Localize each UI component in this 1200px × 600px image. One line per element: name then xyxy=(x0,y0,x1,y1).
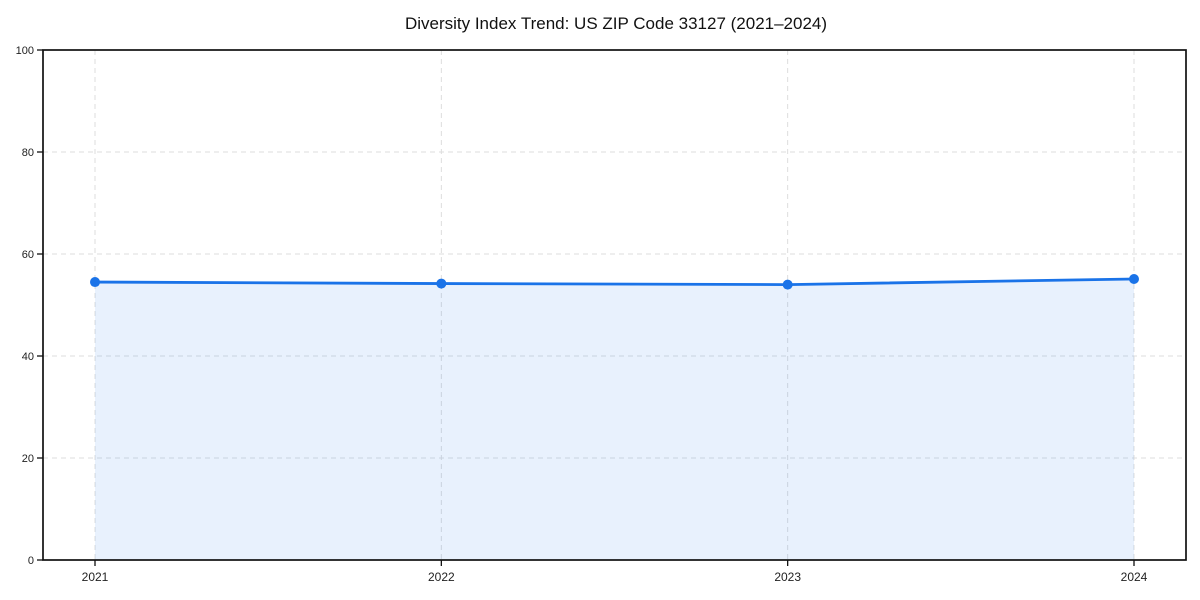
plot-border xyxy=(42,49,1187,561)
chart-title: Diversity Index Trend: US ZIP Code 33127… xyxy=(405,14,827,33)
data-point-2023 xyxy=(782,279,793,290)
x-tick-label-2022: 2022 xyxy=(428,570,455,584)
axis-ticks xyxy=(37,49,1135,566)
tick-labels: 0 20 40 60 80 100 2021 2022 2023 2024 xyxy=(16,45,1148,584)
y-tick-label-80: 80 xyxy=(22,147,34,159)
data-point-2022 xyxy=(436,278,447,289)
x-tick-label-2023: 2023 xyxy=(774,570,801,584)
trend-line xyxy=(93,277,1136,287)
y-tick-label-0: 0 xyxy=(28,555,34,567)
data-point-2021 xyxy=(90,277,100,288)
area-fill-layer xyxy=(95,278,1134,560)
data-point-markers xyxy=(90,273,1139,290)
plot-border-rect xyxy=(42,49,1187,561)
data-point-2024 xyxy=(1129,273,1139,284)
area-fill xyxy=(95,278,1134,560)
x-tick-label-2021: 2021 xyxy=(82,570,109,584)
trend-line-layer xyxy=(93,277,1136,287)
y-tick-label-40: 40 xyxy=(22,351,34,363)
y-tick-label-60: 60 xyxy=(22,249,34,261)
y-tick-label-20: 20 xyxy=(22,453,34,465)
x-tick-label-2024: 2024 xyxy=(1121,570,1148,584)
y-tick-label-100: 100 xyxy=(16,45,34,57)
